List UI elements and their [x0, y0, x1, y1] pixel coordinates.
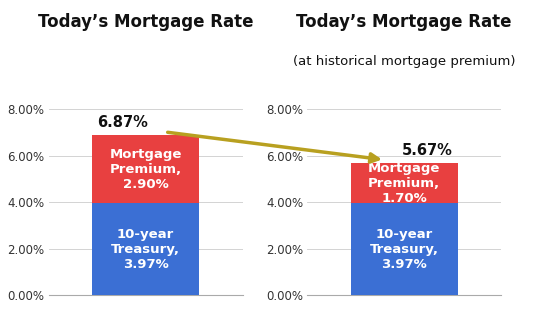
Text: Today’s Mortgage Rate: Today’s Mortgage Rate [296, 13, 512, 31]
Text: 6.87%: 6.87% [97, 115, 148, 130]
Bar [351, 163, 458, 203]
Text: (at historical mortgage premium): (at historical mortgage premium) [293, 55, 515, 67]
Text: Mortgage
Premium,
1.70%: Mortgage Premium, 1.70% [368, 162, 440, 205]
Text: 10-year
Treasury,
3.97%: 10-year Treasury, 3.97% [370, 228, 439, 271]
Text: 5.67%: 5.67% [402, 143, 453, 158]
Bar [92, 203, 199, 295]
Text: 10-year
Treasury,
3.97%: 10-year Treasury, 3.97% [111, 228, 180, 271]
Text: Today’s Mortgage Rate: Today’s Mortgage Rate [38, 13, 253, 31]
Bar [351, 203, 458, 295]
Text: Mortgage
Premium,
2.90%: Mortgage Premium, 2.90% [109, 148, 182, 191]
Bar [92, 135, 199, 203]
